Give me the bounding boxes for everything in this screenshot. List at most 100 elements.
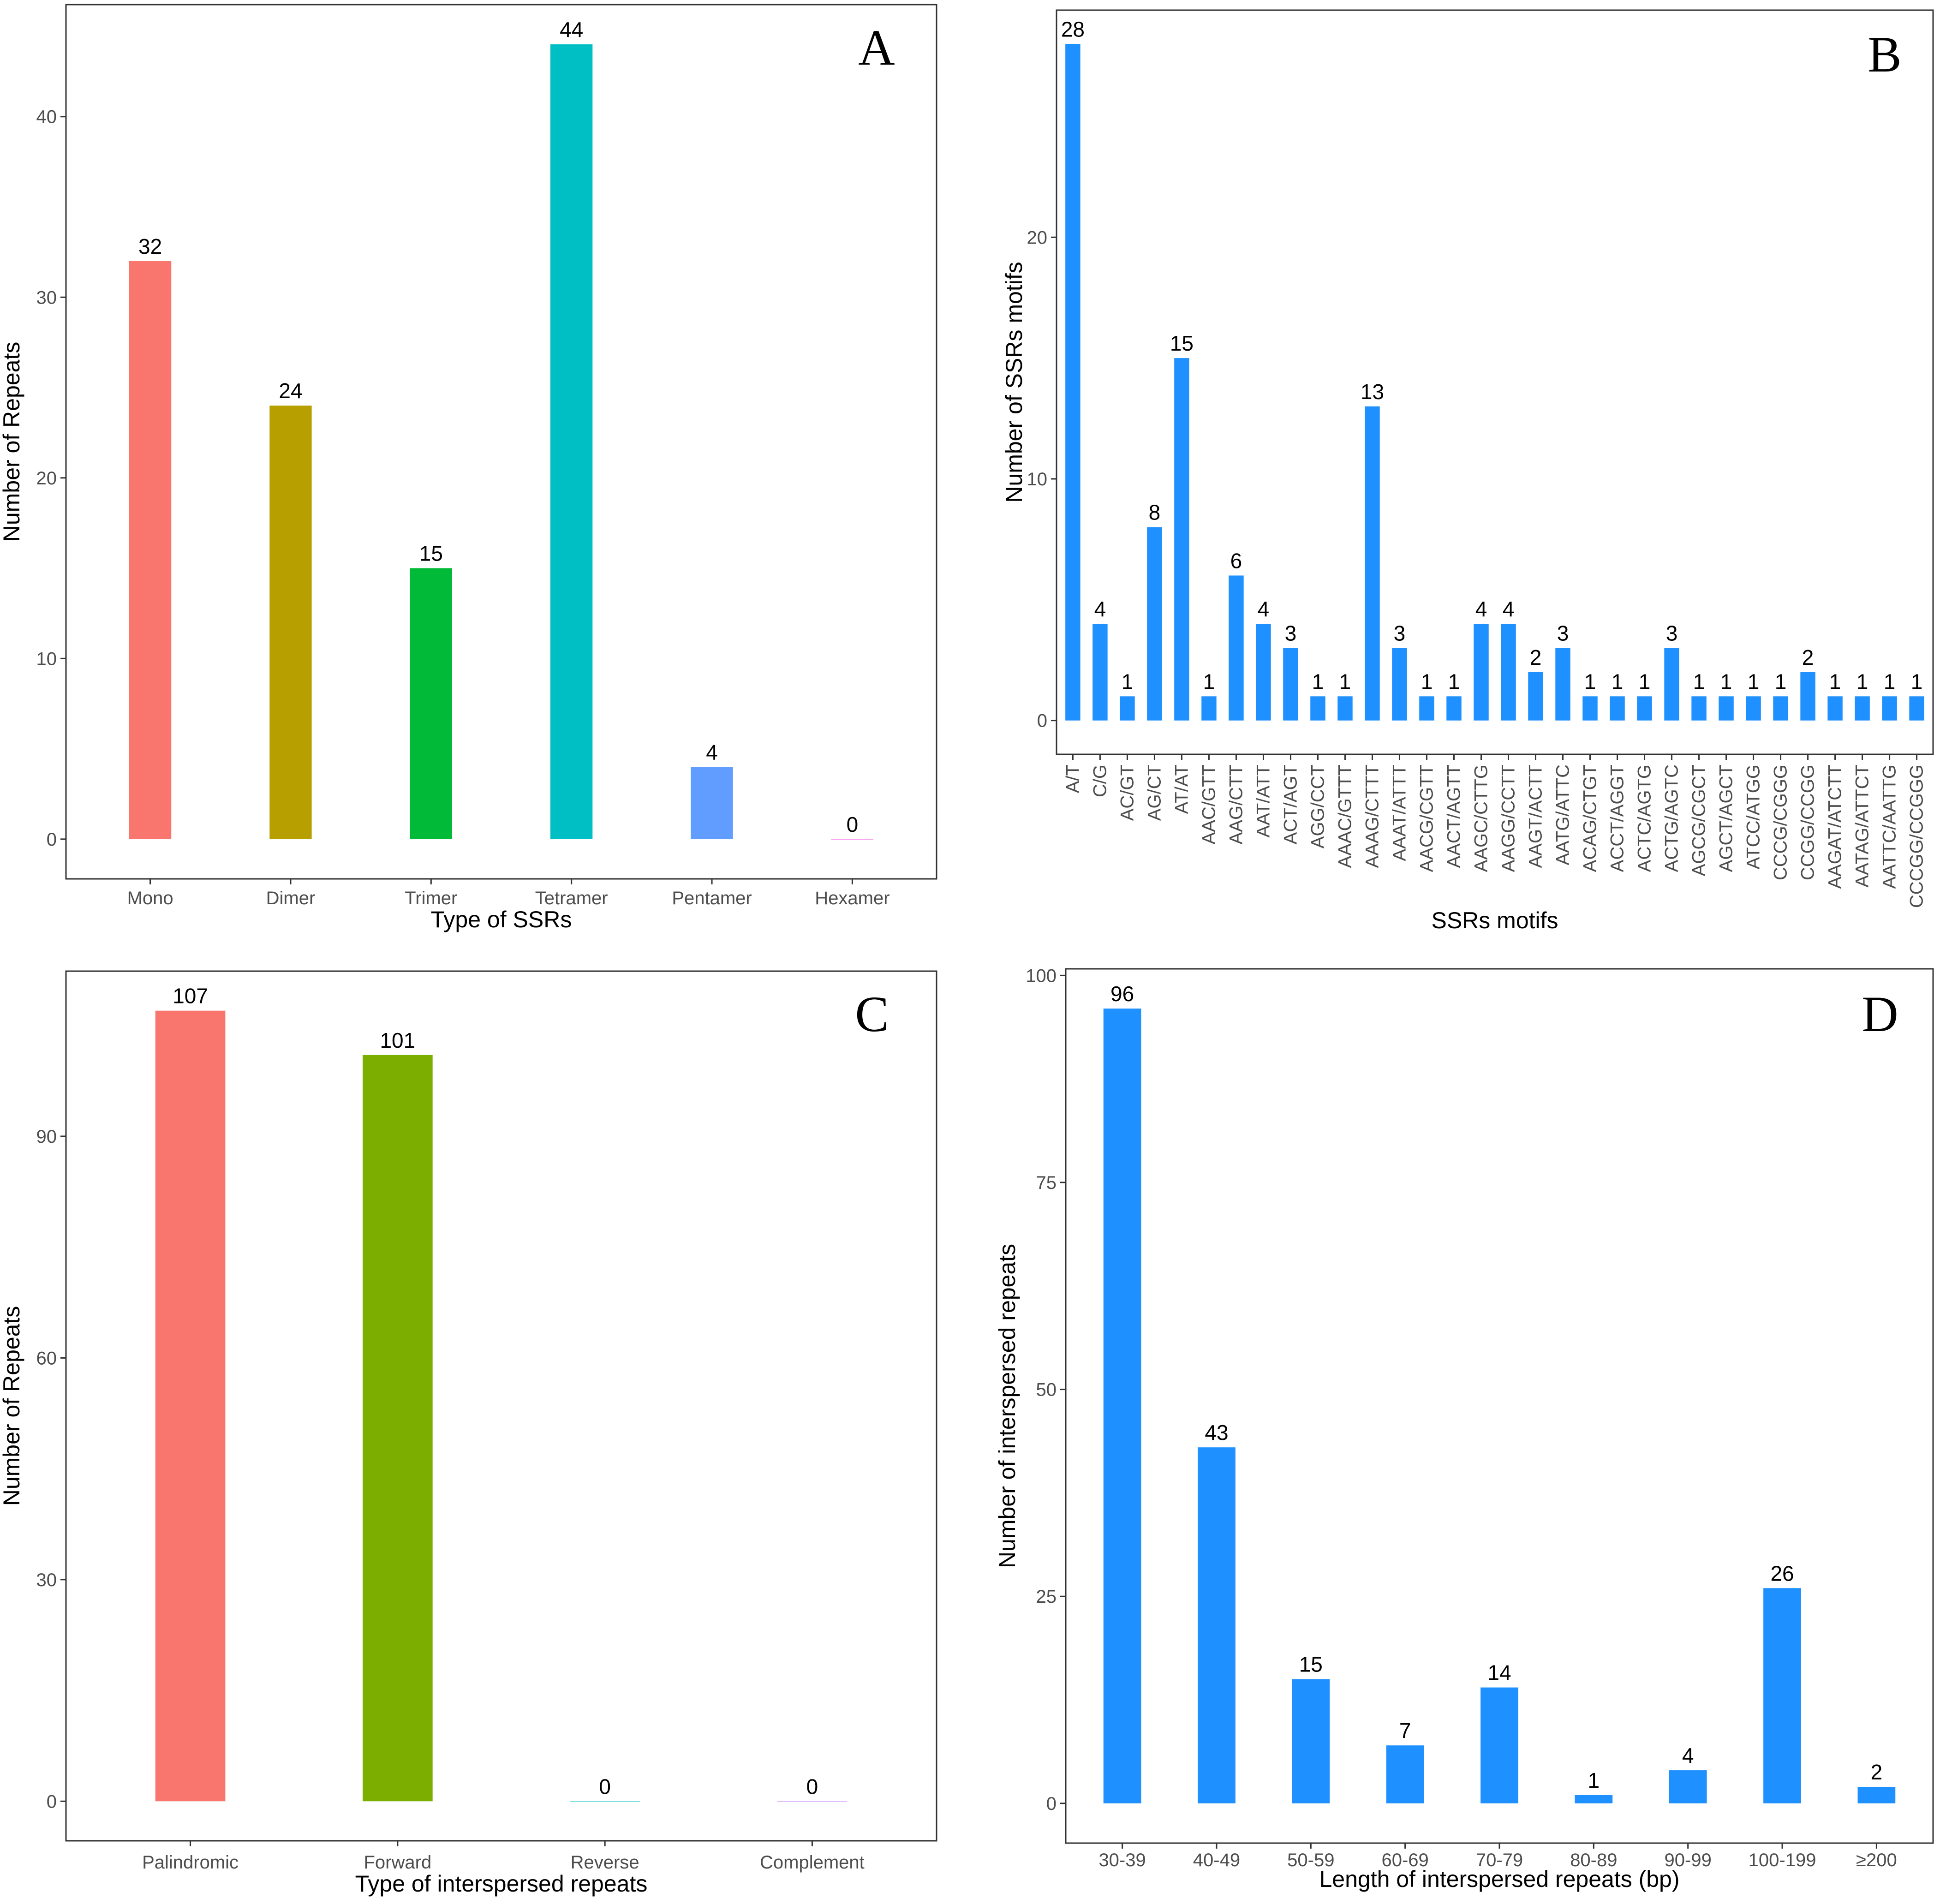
bar: [691, 767, 733, 839]
bar-value-label: 8: [1149, 501, 1161, 525]
x-tick-label: AAGC/CTTG: [1471, 764, 1491, 872]
bar-value-label: 1: [1612, 669, 1624, 693]
bar-value-label: 15: [1170, 331, 1194, 355]
y-tick-label: 10: [36, 649, 57, 669]
y-tick-label: 30: [36, 287, 57, 308]
bar: [1555, 648, 1570, 721]
y-tick-label: 40: [36, 107, 57, 127]
bar-value-label: 1: [1856, 669, 1868, 693]
bar: [1174, 358, 1189, 721]
y-tick-label: 0: [1046, 1794, 1057, 1814]
bar-value-label: 4: [1258, 597, 1270, 621]
panel-letter: B: [1868, 26, 1901, 83]
bar: [1229, 575, 1244, 721]
bar: [1446, 696, 1462, 721]
panel-letter: D: [1862, 986, 1898, 1042]
bar: [1773, 696, 1788, 721]
x-tick-label: ACCT/AGGT: [1607, 764, 1628, 872]
bar: [1664, 648, 1679, 721]
bar-value-label: 24: [279, 379, 302, 403]
y-axis-title: Number of interspersed repeats: [994, 1244, 1020, 1568]
x-tick-label: Mono: [127, 888, 173, 908]
bar-value-label: 1: [1775, 669, 1787, 693]
y-tick-label: 75: [1036, 1173, 1057, 1193]
bar: [1337, 696, 1353, 721]
x-tick-label: AGCT/AGCT: [1716, 764, 1737, 872]
bar-value-label: 107: [173, 984, 208, 1008]
bar-value-label: 1: [1312, 669, 1324, 693]
bar: [1092, 624, 1108, 721]
bar-value-label: 32: [138, 234, 162, 258]
bar: [1474, 624, 1489, 721]
y-axis-title: Number of SSRs motifs: [1001, 262, 1027, 502]
bar: [1365, 406, 1380, 721]
bar: [1201, 696, 1217, 721]
bar: [269, 406, 312, 839]
bar-value-label: 1: [1911, 669, 1923, 693]
bar: [1882, 696, 1897, 721]
y-tick-label: 90: [36, 1127, 57, 1147]
x-tick-label: AACG/CGTT: [1416, 764, 1437, 872]
bar-value-label: 0: [806, 1774, 818, 1798]
y-tick-label: 100: [1026, 966, 1057, 986]
bar: [1800, 672, 1815, 721]
x-tick-label: Hexamer: [815, 888, 889, 908]
x-tick-label: ACTC/AGTG: [1635, 764, 1655, 872]
bar: [129, 261, 172, 839]
x-axis-title: Type of SSRs: [431, 907, 572, 932]
x-tick-label: 70-79: [1476, 1850, 1523, 1870]
bar-value-label: 2: [1530, 645, 1542, 669]
bar-value-label: 7: [1399, 1719, 1411, 1743]
bar: [1528, 672, 1543, 721]
y-tick-label: 10: [1027, 469, 1048, 489]
y-tick-label: 0: [47, 1791, 57, 1812]
bar: [1386, 1745, 1424, 1803]
bar: [155, 1010, 226, 1802]
x-tick-label: 30-39: [1098, 1850, 1146, 1870]
bar: [1310, 696, 1325, 721]
x-tick-label: 100-199: [1749, 1850, 1816, 1870]
bar-value-label: 6: [1230, 549, 1242, 573]
x-tick-label: Palindromic: [142, 1852, 239, 1873]
bar: [1763, 1588, 1801, 1803]
bar: [1256, 624, 1271, 721]
bar-value-label: 13: [1361, 380, 1384, 404]
bar-value-label: 4: [1094, 597, 1106, 621]
x-tick-label: AATG/ATTC: [1553, 764, 1573, 865]
bar: [1582, 696, 1598, 721]
y-tick-label: 0: [47, 830, 57, 850]
bar-value-label: 1: [1122, 669, 1134, 693]
x-tick-label: AC/GT: [1117, 764, 1137, 821]
bar-value-label: 101: [380, 1028, 415, 1052]
x-tick-label: ACT/AGT: [1280, 764, 1301, 844]
x-tick-label: ACTG/AGTC: [1662, 764, 1682, 872]
bar: [1669, 1770, 1707, 1803]
x-tick-label: C/G: [1090, 764, 1110, 797]
plot-frame: [1056, 9, 1934, 755]
plot-frame: [65, 4, 937, 880]
x-tick-label: 50-59: [1287, 1850, 1334, 1870]
x-tick-label: Reverse: [571, 1852, 639, 1873]
bar: [1746, 696, 1761, 721]
bar-value-label: 1: [1884, 669, 1896, 693]
bar-value-label: 4: [706, 740, 718, 764]
bar: [363, 1055, 433, 1802]
bar: [777, 1801, 848, 1802]
bar-value-label: 1: [1448, 669, 1460, 693]
bar: [1198, 1447, 1236, 1803]
x-tick-label: AAGAT/ATCTT: [1825, 764, 1845, 889]
x-tick-label: 80-89: [1570, 1850, 1617, 1870]
bar: [1283, 648, 1298, 721]
bar-value-label: 4: [1503, 597, 1515, 621]
bar-value-label: 2: [1802, 645, 1814, 669]
x-tick-label: AGCG/CGCT: [1689, 764, 1709, 876]
bar-value-label: 3: [1394, 621, 1406, 645]
bar-value-label: 1: [1203, 669, 1215, 693]
bar-value-label: 0: [847, 812, 859, 836]
bar-value-label: 4: [1475, 597, 1487, 621]
x-tick-label: Tetramer: [535, 888, 608, 908]
bar: [1065, 44, 1080, 721]
bar-value-label: 1: [1421, 669, 1433, 693]
x-tick-label: Trimer: [405, 888, 457, 908]
bar: [1292, 1679, 1330, 1803]
